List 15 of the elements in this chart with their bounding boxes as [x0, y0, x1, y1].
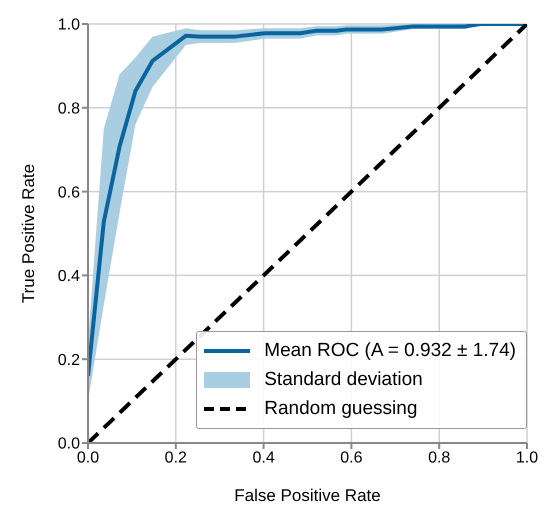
y-tick-label: 0.8: [58, 100, 80, 118]
legend-label: Random guessing: [264, 398, 418, 420]
x-tick-label: 1.0: [516, 449, 538, 466]
x-tick-label: 0.6: [340, 449, 363, 466]
x-tick-label: 0.8: [428, 449, 450, 466]
y-tick-label: 1.0: [58, 16, 80, 34]
annotation: Standard deviation: [264, 368, 423, 390]
x-axis-title: False Positive Rate: [234, 486, 381, 505]
x-tick-label: 0.2: [164, 449, 188, 466]
y-tick-label: 0.2: [58, 352, 80, 369]
legend-label: Mean ROC (A = 0.932 ± 1.74): [264, 340, 516, 362]
y-axis-title: True Positive Rate: [19, 164, 38, 304]
y-tick-label: 0.4: [58, 268, 80, 286]
x-tick-label: 0.4: [252, 449, 275, 466]
y-tick-label: 0.6: [58, 184, 80, 202]
